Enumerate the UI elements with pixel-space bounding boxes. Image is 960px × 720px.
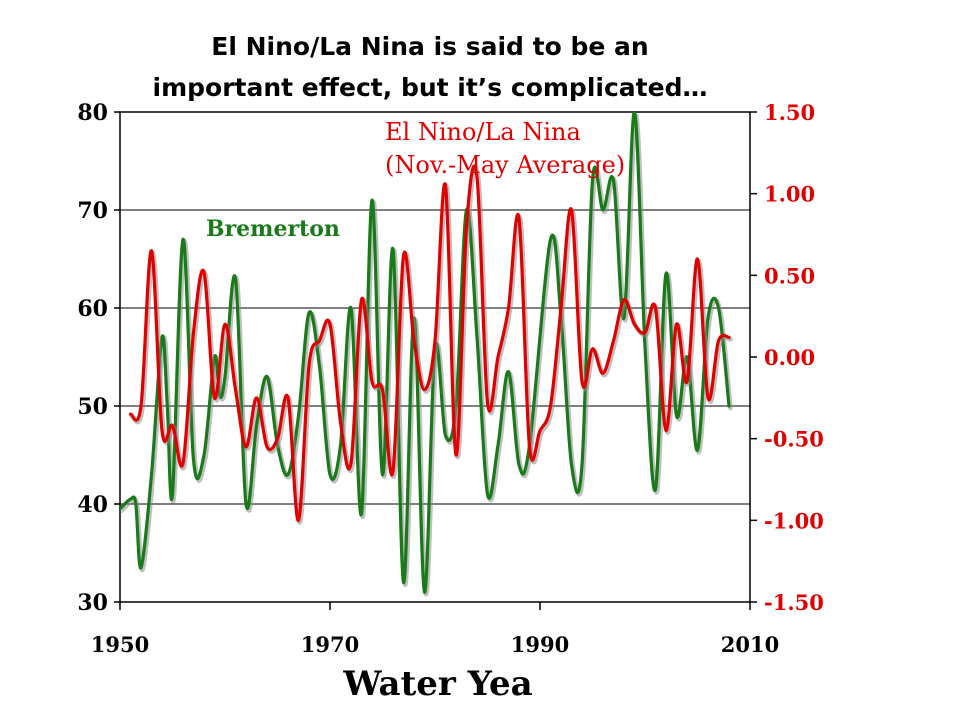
series-label-bremerton: Bremerton: [206, 216, 340, 242]
left-tick-label-5: 80: [77, 100, 108, 126]
series-layer: [120, 112, 733, 597]
left-tick-label-3: 60: [77, 296, 108, 322]
gridlines: [120, 209, 750, 505]
left-tick-label-1: 40: [77, 492, 108, 518]
right-tick-label-4: 0.50: [764, 263, 815, 288]
series-label-el-nino-line-2: (Nov.-May Average): [385, 151, 625, 179]
right-axis: -1.50 -1.00 -0.50 0.00 0.50 1.00 1.50: [750, 100, 824, 615]
left-axis: 30 40 50 60 70 80: [77, 100, 120, 616]
right-tick-label-2: -0.50: [764, 427, 824, 452]
x-tick-label-1: 1970: [301, 632, 359, 657]
x-axis-label: Water Yea: [342, 664, 532, 704]
left-tick-label-4: 70: [77, 198, 108, 224]
right-tick-label-6: 1.50: [764, 100, 815, 125]
series-line-el-nino-la-nina: [128, 164, 731, 522]
x-tick-label-2: 1990: [511, 632, 569, 657]
right-tick-label-5: 1.00: [764, 182, 815, 207]
left-tick-label-2: 50: [77, 394, 108, 420]
right-tick-label-3: 0.00: [764, 345, 815, 370]
x-axis: 1950 1970 1990 2010: [91, 602, 779, 657]
x-tick-label-0: 1950: [91, 632, 149, 657]
chart-title-line-1: El Nino/La Nina is said to be an: [211, 32, 648, 61]
right-tick-label-1: -1.00: [764, 508, 824, 533]
series-label-el-nino-line-1: El Nino/La Nina: [385, 118, 581, 146]
right-tick-label-0: -1.50: [764, 590, 824, 615]
chart-title-line-2: important effect, but it’s complicated…: [153, 73, 708, 102]
x-tick-label-3: 2010: [721, 632, 779, 657]
left-tick-label-0: 30: [77, 590, 108, 616]
